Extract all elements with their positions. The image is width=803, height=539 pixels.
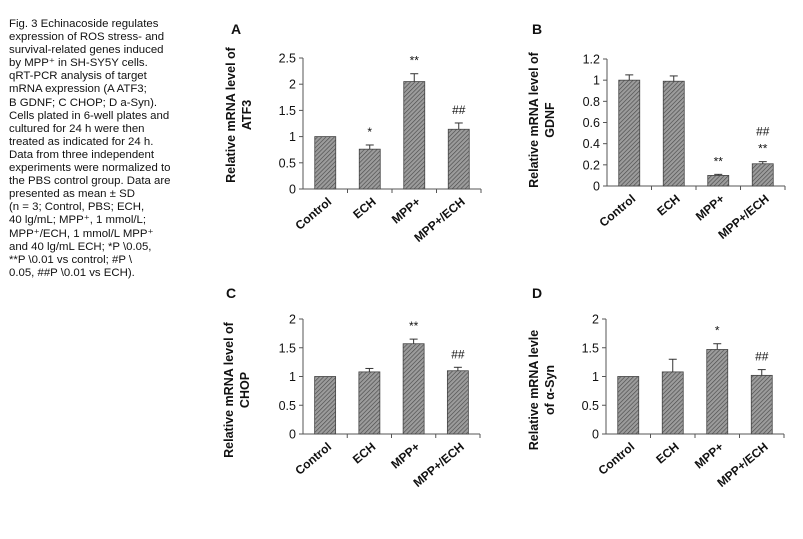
chart-panel-a: A Relative mRNA level of ATF3 0 0.5 1 1.5 2 2.5 C… [224, 21, 482, 245]
x-category-label: MPP+ [388, 440, 422, 472]
panel-letter: B [532, 21, 542, 37]
y-tick-label: 0 [592, 428, 599, 442]
caption-line: mRNA expression (A ATF3; [9, 83, 147, 96]
caption-line: MPP⁺/ECH, 1 mmol/L MPP⁺ [9, 227, 154, 240]
panel-letter: D [532, 285, 542, 301]
y-tick-label: 1.5 [279, 104, 296, 118]
significance-label-secondary: ## [756, 125, 770, 139]
significance-label: ## [755, 350, 769, 364]
caption-line: experiments were normalized to [9, 162, 171, 175]
caption-line: presented as mean ± SD [9, 188, 135, 201]
y-tick-label: 0.8 [583, 95, 600, 109]
y-tick-label: 2 [592, 313, 599, 327]
significance-label: * [367, 125, 372, 139]
y-axis-label-line2: ATF3 [240, 100, 254, 130]
y-tick-label: 2 [289, 313, 296, 327]
x-category-label: ECH [654, 192, 682, 219]
bar-mpp-ech [446, 370, 469, 435]
caption-line: **P \0.01 vs control; #P \ [9, 253, 133, 266]
y-tick-label: 0 [289, 428, 296, 442]
x-category-label: ECH [350, 195, 378, 222]
y-tick-label: 2.5 [279, 52, 296, 66]
y-axis-label-line2: of α-Syn [543, 365, 557, 415]
y-tick-label: 0.6 [583, 116, 600, 130]
caption-line: treated as indicated for 24 h. [9, 135, 154, 148]
caption-line: qRT-PCR analysis of target [9, 70, 147, 83]
bar-mpp- [707, 175, 730, 187]
chart-panel-b: B Relative mRNA level of GDNF 0 0.2 0.4 0.6 0.8… [527, 21, 786, 242]
caption-line: 40 lg/mL; MPP⁺, 1 mmol/L; [9, 214, 147, 227]
y-tick-label: 1 [289, 130, 296, 144]
chart-panel-c: C Relative mRNA level of CHOP 0 0.5 1 1.5 2 Cont… [222, 285, 481, 490]
y-tick-label: 0.5 [582, 399, 599, 413]
bar-mpp- [706, 349, 729, 435]
y-tick-label: 1.2 [583, 53, 600, 67]
bar-ech [358, 148, 381, 190]
panel-letter: C [226, 285, 236, 301]
bar-ech [661, 371, 684, 435]
y-tick-label: 0 [593, 180, 600, 194]
y-tick-label: 1 [593, 74, 600, 88]
bar-control [314, 136, 337, 190]
bar-mpp-ech [750, 374, 773, 435]
y-axis-label: Relative mRNA level of [222, 321, 236, 458]
caption-line: Data from three independent [9, 148, 155, 161]
caption-line: 0.05, ##P \0.01 vs ECH). [9, 266, 135, 279]
y-axis-label: Relative mRNA level of [527, 51, 541, 188]
bar-mpp-ech [751, 163, 774, 187]
bar-ech [358, 371, 381, 435]
y-axis-label: Relative mRNA level of [224, 46, 238, 183]
caption-line: survival-related genes induced [9, 44, 164, 57]
y-tick-label: 1 [592, 370, 599, 384]
significance-label: ** [409, 319, 419, 333]
y-tick-label: 2 [289, 78, 296, 92]
x-category-label: MPP+ [693, 192, 727, 224]
figure-caption: Fig. 3 Echinacoside regulates expression… [9, 18, 199, 280]
bar-ech [662, 80, 685, 187]
y-tick-label: 0.5 [279, 399, 296, 413]
y-tick-label: 1 [289, 370, 296, 384]
x-category-label: Control [596, 440, 638, 478]
x-category-label: Control [292, 440, 334, 478]
y-tick-label: 1.5 [582, 341, 599, 355]
x-category-label: MPP+ [389, 195, 423, 227]
caption-line: Cells plated in 6-well plates and [9, 109, 170, 122]
caption-line: Fig. 3 Echinacoside regulates [9, 18, 159, 30]
significance-label: ## [452, 103, 466, 117]
bar-control [618, 79, 641, 187]
x-category-label: Control [597, 192, 639, 230]
caption-line: B GDNF; C CHOP; D a-Syn). [9, 96, 158, 109]
bar-control [314, 376, 337, 435]
bar-mpp- [402, 343, 425, 435]
significance-label: ** [714, 154, 724, 168]
significance-label: ** [410, 54, 420, 68]
y-axis-label: Relative mRNA levle [527, 330, 541, 450]
significance-label: * [715, 324, 720, 338]
caption-line: the PBS control group. Data are [9, 175, 171, 188]
caption-line: (n = 3; Control, PBS; ECH, [9, 201, 145, 214]
significance-label: ## [451, 347, 465, 361]
panel-letter: A [231, 21, 241, 37]
caption-line: and 40 lg/mL ECH; *P \0.05, [9, 240, 152, 253]
y-axis-label-line2: CHOP [238, 372, 252, 408]
y-axis-label-line2: GDNF [543, 102, 557, 138]
chart-panel-d: D Relative mRNA levle of α-Syn 0 0.5 1 1.5 2 Con… [527, 285, 785, 490]
bar-control [617, 376, 640, 435]
bar-mpp- [403, 81, 426, 190]
bar-mpp-ech [447, 128, 470, 190]
x-category-label: MPP+ [692, 440, 726, 472]
caption-line: expression of ROS stress- and [9, 31, 165, 44]
caption-line: by MPP⁺ in SH-SY5Y cells. [9, 57, 148, 70]
caption-line: cultured for 24 h were then [9, 122, 145, 135]
y-tick-label: 0 [289, 183, 296, 197]
x-category-label: ECH [350, 440, 378, 467]
significance-label: ** [758, 142, 768, 156]
x-category-label: Control [293, 195, 335, 233]
x-category-label: ECH [653, 440, 681, 467]
y-tick-label: 0.4 [583, 137, 600, 151]
y-tick-label: 1.5 [279, 341, 296, 355]
y-tick-label: 0.2 [583, 158, 600, 172]
y-tick-label: 0.5 [279, 156, 296, 170]
